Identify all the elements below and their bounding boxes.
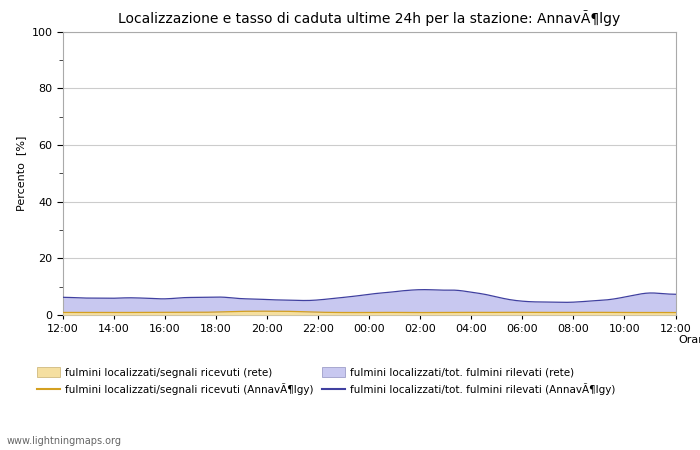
Title: Localizzazione e tasso di caduta ultime 24h per la stazione: AnnavÃ¶lgy: Localizzazione e tasso di caduta ultime … [118,10,620,26]
Legend: fulmini localizzati/segnali ricevuti (rete), fulmini localizzati/segnali ricevut: fulmini localizzati/segnali ricevuti (re… [37,368,615,395]
Y-axis label: Percento  [%]: Percento [%] [16,135,26,211]
Text: Orario: Orario [678,335,700,345]
Text: www.lightningmaps.org: www.lightningmaps.org [7,436,122,446]
